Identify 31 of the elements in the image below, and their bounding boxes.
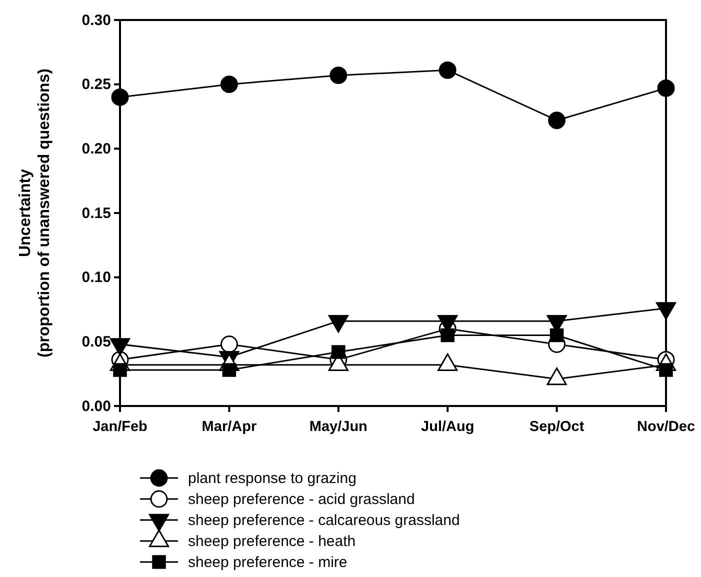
point: [657, 79, 675, 97]
y-tick-label: 0.00: [82, 398, 111, 415]
point: [330, 66, 348, 84]
point: [548, 112, 566, 130]
point: [332, 345, 346, 359]
y-tick-label: 0.05: [82, 333, 111, 350]
x-tick-label: Nov/Dec: [636, 418, 696, 435]
x-tick-label: Jan/Feb: [92, 418, 148, 435]
y-tick-label: 0.30: [82, 12, 111, 29]
point: [220, 76, 238, 94]
legend-label: sheep preference - calcareous grassland: [188, 512, 460, 529]
point: [113, 363, 127, 377]
legend-label: plant response to grazing: [188, 470, 356, 487]
legend-label: sheep preference - mire: [188, 554, 348, 571]
y-tick-label: 0.25: [82, 76, 111, 94]
y-tick-label: 0.10: [82, 269, 111, 286]
point: [659, 363, 673, 377]
point: [438, 61, 456, 79]
point: [550, 328, 564, 342]
y-tick-label: 0.15: [82, 204, 111, 222]
y-axis-title: Uncertainty (proportion of unanswered questions): [17, 68, 54, 358]
x-tick-label: Sep/Oct: [529, 418, 584, 435]
x-tick-label: Jul/Aug: [421, 418, 474, 435]
y-tick-label: 0.20: [82, 140, 111, 158]
x-tick-label: Mar/Apr: [202, 418, 257, 435]
point: [111, 88, 129, 106]
x-tick-label: May/Jun: [309, 418, 368, 435]
legend-label: sheep preference - acid grassland: [188, 491, 415, 508]
point: [440, 328, 454, 342]
legend-label: sheep preference - heath: [188, 533, 356, 550]
point: [220, 336, 238, 353]
